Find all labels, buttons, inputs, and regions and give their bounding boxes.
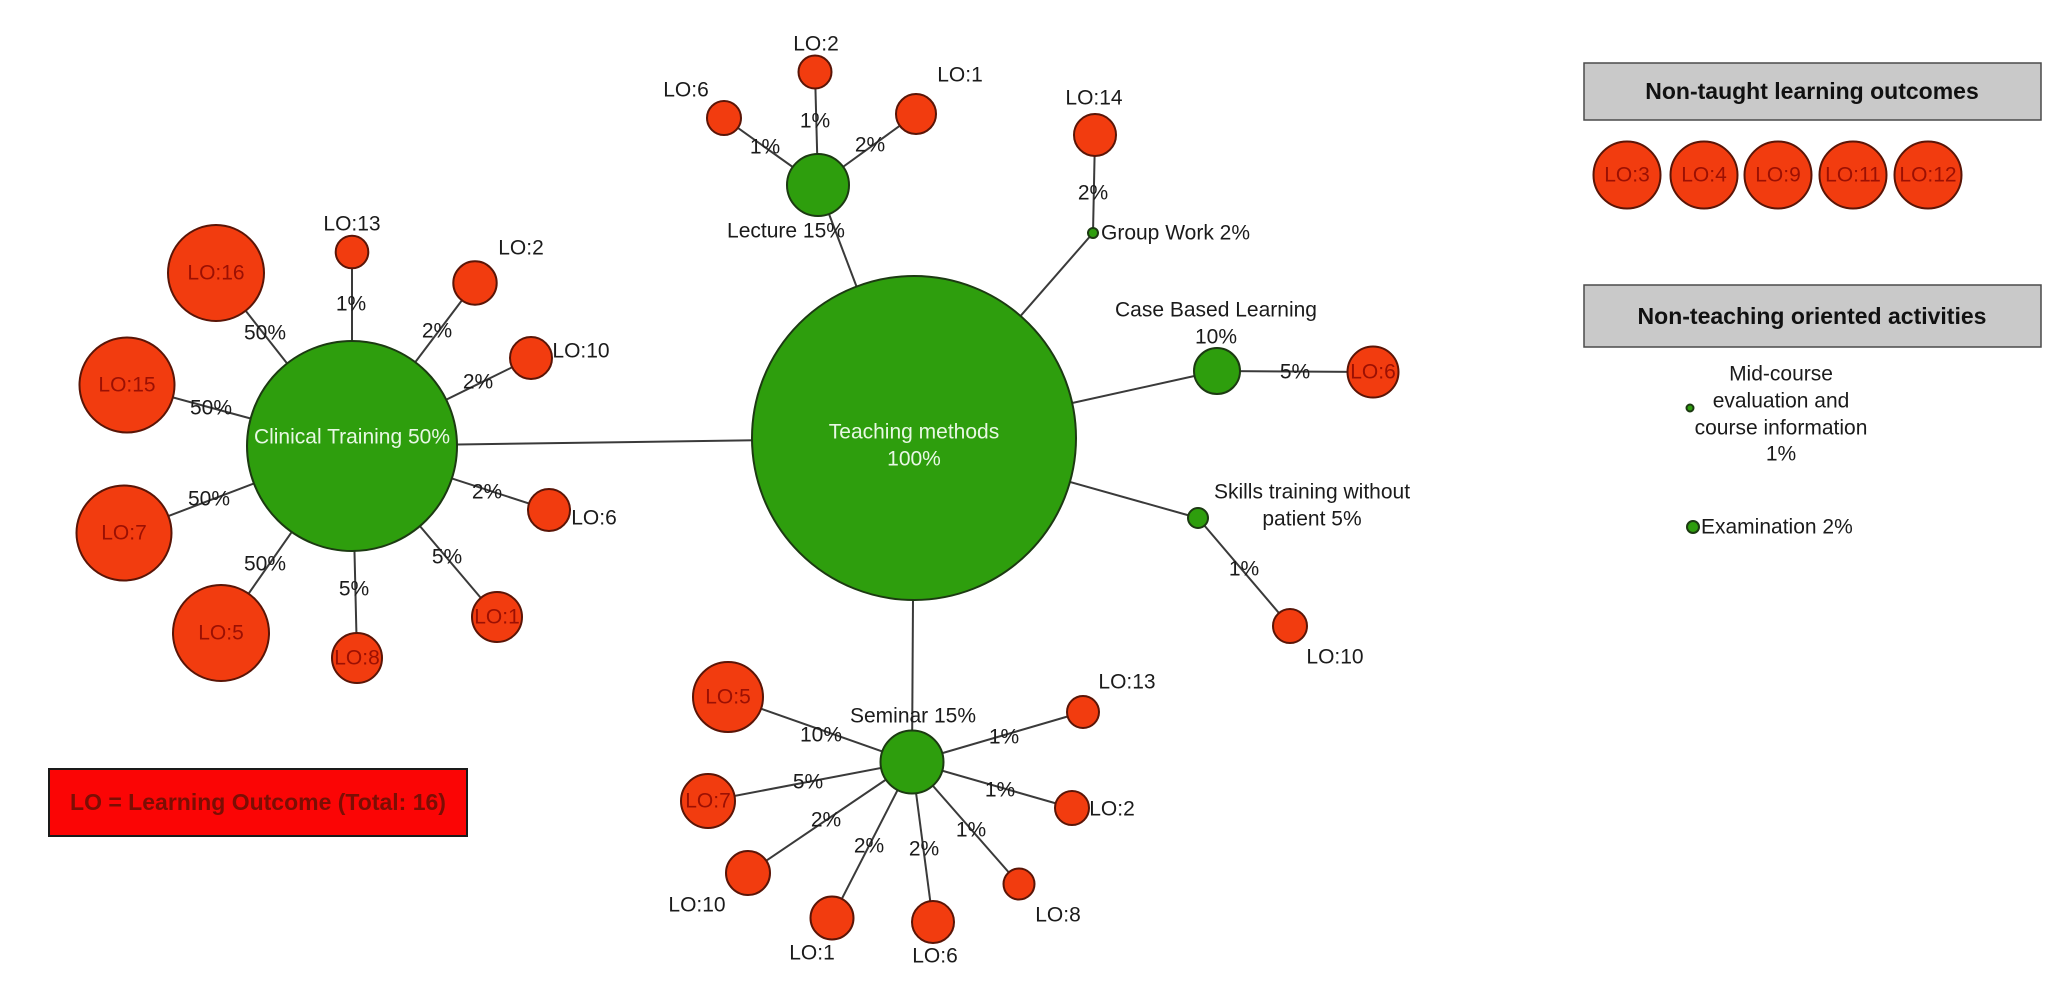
svg-text:Mid-course: Mid-course (1729, 363, 1833, 386)
svg-text:Group Work 2%: Group Work 2% (1101, 222, 1250, 245)
svg-text:LO:7: LO:7 (685, 790, 731, 813)
svg-text:Seminar 15%: Seminar 15% (850, 705, 976, 728)
svg-text:LO:2: LO:2 (498, 237, 544, 260)
svg-text:1%: 1% (336, 293, 366, 316)
svg-text:LO:1: LO:1 (474, 606, 520, 629)
svg-text:2%: 2% (1078, 182, 1108, 205)
svg-text:LO:9: LO:9 (1755, 164, 1801, 187)
svg-text:LO:10: LO:10 (668, 894, 725, 917)
svg-text:LO:4: LO:4 (1681, 164, 1727, 187)
svg-text:LO:2: LO:2 (1089, 798, 1135, 821)
svg-text:50%: 50% (244, 553, 286, 576)
svg-text:Non-teaching oriented activiti: Non-teaching oriented activities (1638, 303, 1987, 329)
svg-text:50%: 50% (190, 397, 232, 420)
svg-text:100%: 100% (887, 448, 941, 471)
svg-text:2%: 2% (909, 838, 939, 861)
svg-text:Teaching methods: Teaching methods (829, 421, 999, 444)
svg-text:1%: 1% (989, 726, 1019, 749)
svg-text:Case Based Learning: Case Based Learning (1115, 299, 1317, 322)
svg-text:2%: 2% (811, 809, 841, 832)
svg-text:LO:10: LO:10 (552, 340, 609, 363)
svg-text:5%: 5% (432, 546, 462, 569)
svg-text:2%: 2% (854, 835, 884, 858)
svg-text:1%: 1% (1766, 443, 1796, 466)
svg-text:LO:6: LO:6 (1350, 361, 1396, 384)
svg-text:1%: 1% (956, 819, 986, 842)
svg-text:course information: course information (1695, 417, 1868, 440)
svg-text:5%: 5% (793, 771, 823, 794)
svg-text:LO:1: LO:1 (937, 64, 983, 87)
svg-text:5%: 5% (1280, 361, 1310, 384)
svg-text:5%: 5% (339, 578, 369, 601)
svg-text:1%: 1% (1229, 558, 1259, 581)
svg-text:LO:5: LO:5 (198, 622, 244, 645)
svg-text:50%: 50% (188, 488, 230, 511)
svg-text:LO:11: LO:11 (1825, 164, 1881, 187)
svg-text:LO:14: LO:14 (1065, 87, 1123, 110)
svg-text:Lecture 15%: Lecture 15% (727, 220, 845, 243)
svg-text:LO:1: LO:1 (789, 942, 835, 965)
svg-text:patient 5%: patient 5% (1262, 508, 1361, 531)
svg-text:LO:12: LO:12 (1899, 164, 1956, 187)
svg-text:LO:16: LO:16 (187, 262, 244, 285)
svg-text:LO:13: LO:13 (1098, 671, 1155, 694)
svg-text:10%: 10% (800, 724, 842, 747)
svg-text:LO:3: LO:3 (1604, 164, 1650, 187)
svg-text:LO:13: LO:13 (323, 213, 380, 236)
svg-text:LO:8: LO:8 (334, 647, 380, 670)
svg-text:LO:6: LO:6 (571, 507, 617, 530)
svg-text:2%: 2% (422, 320, 452, 343)
svg-text:LO:6: LO:6 (912, 945, 958, 968)
svg-text:evaluation and: evaluation and (1713, 390, 1850, 413)
svg-text:LO:5: LO:5 (705, 686, 751, 709)
svg-text:1%: 1% (985, 779, 1015, 802)
svg-text:2%: 2% (472, 481, 502, 504)
svg-text:Skills training without: Skills training without (1214, 481, 1410, 504)
svg-text:50%: 50% (244, 322, 286, 345)
svg-text:LO:7: LO:7 (101, 522, 147, 545)
svg-text:10%: 10% (1195, 326, 1237, 349)
svg-text:LO:6: LO:6 (663, 79, 709, 102)
svg-text:LO:8: LO:8 (1035, 904, 1081, 927)
svg-text:Clinical Training 50%: Clinical Training 50% (254, 426, 450, 449)
svg-text:Non-taught learning outcomes: Non-taught learning outcomes (1645, 78, 1979, 104)
svg-text:2%: 2% (855, 134, 885, 157)
svg-text:1%: 1% (750, 136, 780, 159)
svg-text:1%: 1% (800, 110, 830, 133)
svg-text:LO:15: LO:15 (98, 374, 155, 397)
svg-text:LO:10: LO:10 (1306, 646, 1363, 669)
svg-text:Examination 2%: Examination 2% (1701, 516, 1853, 539)
svg-text:2%: 2% (463, 371, 493, 394)
svg-text:LO:2: LO:2 (793, 33, 839, 56)
svg-text:LO = Learning Outcome (Total:: LO = Learning Outcome (Total: 16) (70, 789, 446, 815)
